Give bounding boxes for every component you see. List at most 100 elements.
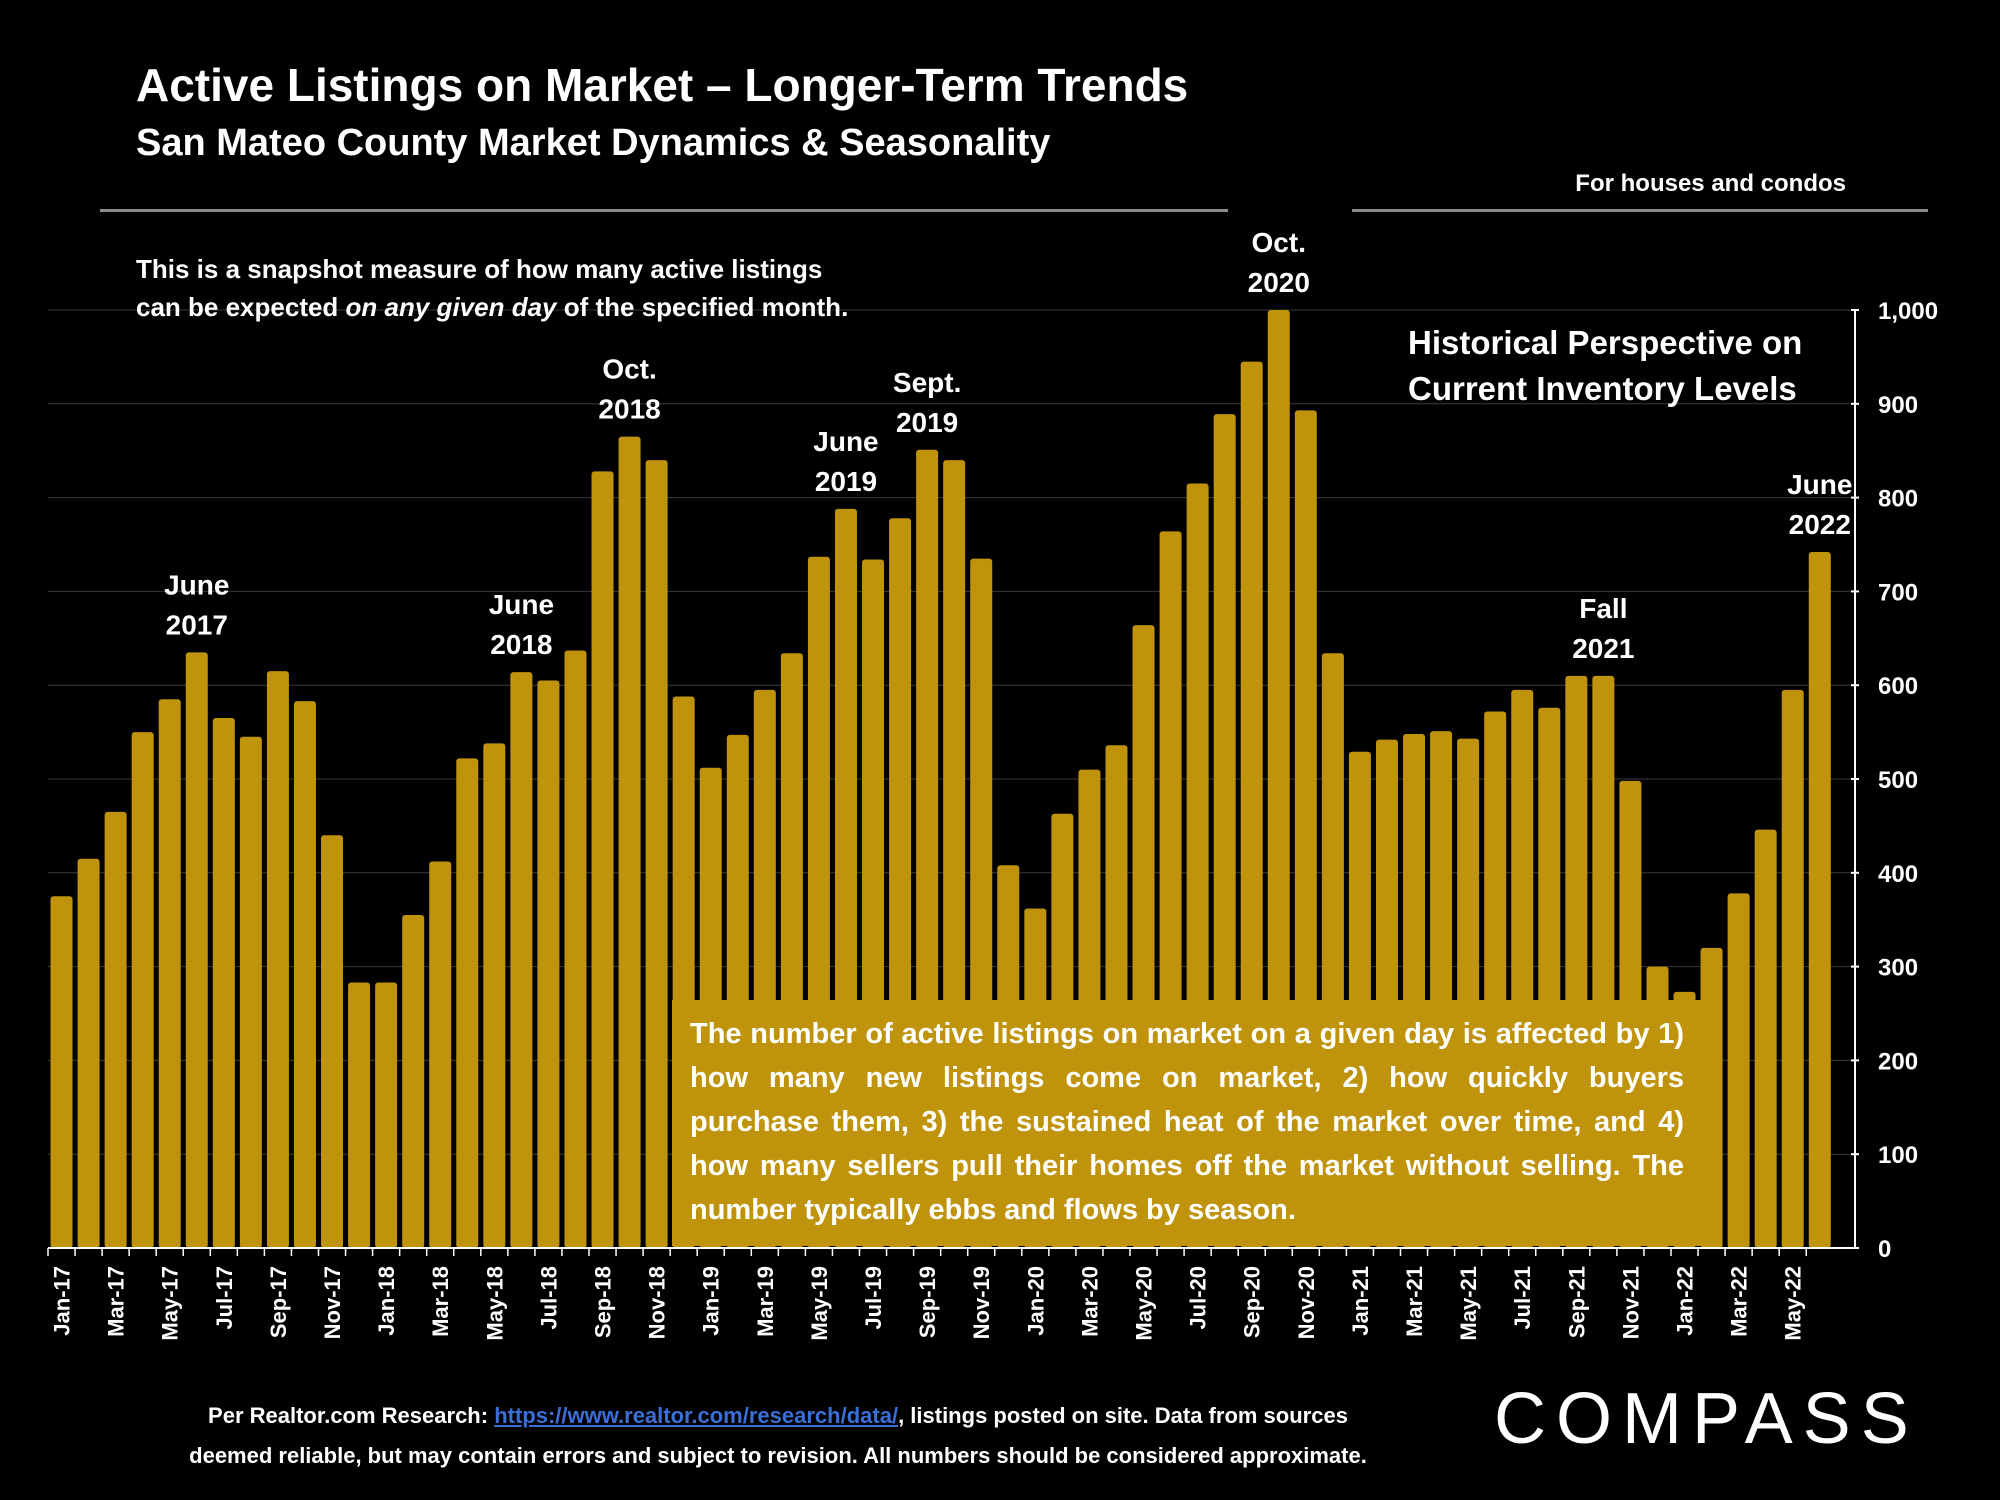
y-tick-label: 100 [1878, 1142, 1918, 1169]
snapshot-line-2: can be expected on any given day of the … [136, 288, 848, 326]
y-tick-label: 1,000 [1878, 298, 1938, 325]
historical-line-2: Current Inventory Levels [1408, 370, 1797, 407]
y-tick-label: 800 [1878, 486, 1918, 513]
x-tick-label: Mar-20 [1077, 1266, 1102, 1337]
source-footer: Per Realtor.com Research: https://www.re… [128, 1396, 1428, 1476]
annotation-label: 2021 [1572, 633, 1634, 664]
axes: 0 100 200 300 400 500 600 700 800 900 1,000 Jan-17 M… [47, 298, 1938, 1341]
x-tick-label: Nov-18 [645, 1266, 670, 1339]
footer-line-1: Per Realtor.com Research: https://www.re… [128, 1396, 1428, 1436]
snapshot-line-1: This is a snapshot measure of how many a… [136, 254, 823, 284]
annotation-label: 2022 [1789, 509, 1851, 540]
bar [537, 680, 560, 1248]
x-tick-label: Jul-17 [212, 1266, 237, 1330]
y-tick-label: 600 [1878, 673, 1918, 700]
annotation-label: Sept. [893, 367, 961, 398]
scope-note: For houses and condos [1575, 170, 1846, 197]
annotation-label: June [489, 589, 554, 620]
annotation-label: 2019 [896, 407, 958, 438]
footer-post: , listings posted on site. Data from sou… [898, 1403, 1348, 1428]
x-tick-label: May-20 [1132, 1266, 1157, 1341]
bar [212, 718, 235, 1248]
annotation-label: 2018 [598, 394, 660, 425]
x-tick-label: Sep-21 [1564, 1266, 1589, 1338]
y-tick-label: 500 [1878, 767, 1918, 794]
snapshot-note: This is a snapshot measure of how many a… [136, 250, 848, 326]
bar [1754, 829, 1777, 1248]
bar [402, 915, 425, 1248]
x-tick-label: Sep-19 [915, 1266, 940, 1338]
x-tick-label: Jan-19 [699, 1266, 724, 1336]
bar [591, 471, 614, 1248]
x-tick-label: Mar-19 [753, 1266, 778, 1337]
x-tick-label: May-18 [482, 1266, 507, 1341]
snapshot-line-2-pre: can be expected [136, 292, 346, 322]
compass-logo: COMPASS [1494, 1379, 1919, 1459]
bar [131, 732, 154, 1248]
bar [1727, 893, 1750, 1248]
y-tick-label: 200 [1878, 1048, 1918, 1075]
annotation-label: 2020 [1248, 267, 1310, 298]
bar [50, 896, 73, 1248]
bar [375, 982, 398, 1248]
bar [429, 861, 452, 1248]
annotation-label: 2019 [815, 466, 877, 497]
y-tick-label: 900 [1878, 392, 1918, 419]
chart-subtitle: San Mateo County Market Dynamics & Seaso… [136, 122, 1051, 164]
bar [483, 743, 506, 1248]
bar [239, 736, 262, 1248]
bar [1781, 689, 1804, 1248]
bar [618, 436, 641, 1248]
x-tick-label: May-17 [158, 1266, 183, 1341]
x-tick-label: Sep-17 [266, 1266, 291, 1338]
bar [158, 699, 181, 1248]
x-tick-label: May-22 [1781, 1266, 1806, 1341]
x-tick-label: May-21 [1456, 1266, 1481, 1341]
header-rule-left [100, 209, 1228, 212]
bar [293, 701, 316, 1248]
bar [456, 758, 479, 1248]
snapshot-line-2-emphasis: on any given day [345, 292, 557, 322]
y-tick-label: 400 [1878, 861, 1918, 888]
bar [645, 460, 668, 1249]
annotation-label: June [813, 426, 878, 457]
bar [266, 671, 289, 1248]
x-tick-label: Jul-18 [536, 1266, 561, 1330]
x-tick-label: Mar-21 [1402, 1266, 1427, 1337]
source-link[interactable]: https://www.realtor.com/research/data/ [494, 1403, 899, 1428]
x-tick-label: Mar-18 [428, 1266, 453, 1337]
annotation-label: 2017 [166, 609, 228, 640]
x-tick-label: Jan-21 [1348, 1266, 1373, 1336]
header-rule-right [1352, 209, 1928, 212]
bar [1700, 947, 1723, 1248]
x-tick-label: Nov-20 [1294, 1266, 1319, 1339]
x-tick-label: Nov-19 [969, 1266, 994, 1339]
x-tick-label: Nov-21 [1618, 1266, 1643, 1339]
snapshot-line-2-post: of the specified month. [556, 292, 849, 322]
annotations: June 2017 June 2018 Oct. 2018 June 2019 Sept. 201… [164, 227, 1852, 664]
bar [564, 650, 587, 1248]
x-tick-label: Jan-22 [1673, 1266, 1698, 1336]
annotation-label: Oct. [1252, 227, 1306, 258]
bar [1808, 552, 1831, 1248]
annotation-label: June [1787, 469, 1852, 500]
historical-line-1: Historical Perspective on [1408, 324, 1803, 361]
x-tick-label: Sep-18 [591, 1266, 616, 1338]
bar [77, 858, 100, 1248]
x-tick-label: Mar-22 [1727, 1266, 1752, 1337]
y-tick-label: 300 [1878, 955, 1918, 982]
x-tick-label: Jul-20 [1186, 1266, 1211, 1330]
bar [321, 835, 344, 1248]
annotation-label: Oct. [602, 354, 656, 385]
x-tick-label: Nov-17 [320, 1266, 345, 1339]
bar [104, 811, 127, 1248]
x-tick-label: Jan-20 [1023, 1266, 1048, 1336]
bar [510, 672, 533, 1248]
footer-pre: Per Realtor.com Research: [208, 1403, 495, 1428]
x-tick-label: May-19 [807, 1266, 832, 1341]
x-tick-label: Jul-19 [861, 1266, 886, 1330]
bar [348, 982, 371, 1248]
y-tick-label: 700 [1878, 579, 1918, 606]
chart-title: Active Listings on Market – Longer-Term … [136, 59, 1189, 111]
